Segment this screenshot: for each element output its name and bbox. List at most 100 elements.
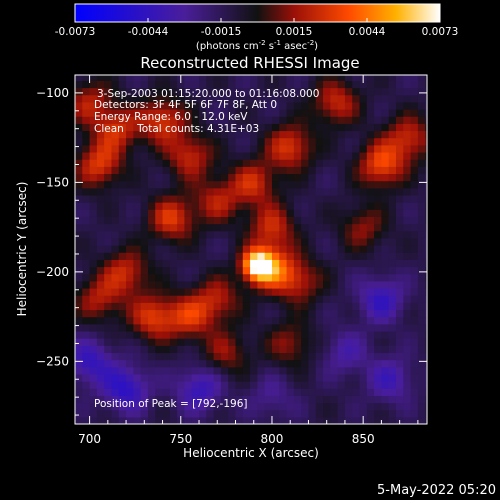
heatmap-cell [417,80,426,89]
heatmap-cell [257,230,266,239]
heatmap-cell [75,388,83,396]
plot-frame [74,74,428,425]
heatmap-cell [75,80,83,89]
heatmap-cell [308,209,317,217]
heatmap-cell [228,273,237,282]
heatmap-cell [191,101,200,110]
heatmap-cell [286,94,295,103]
heatmap-cell [374,209,383,217]
heatmap-cell [206,280,215,289]
heatmap-cell [206,388,215,396]
heatmap-cell [191,109,200,117]
heatmap-cell [308,80,317,89]
heatmap-cell [82,209,91,217]
heatmap-cell [177,180,186,189]
heatmap-cell [89,388,98,396]
heatmap-cell [257,388,266,396]
heatmap-cell [169,373,178,382]
heatmap-cell [75,273,83,282]
heatmap-cell [425,202,427,210]
heatmap-cell [111,280,120,289]
heatmap-cell [169,109,178,117]
heatmap-cell [96,187,105,196]
heatmap-cell [344,137,353,146]
heatmap-cell [250,402,258,411]
heatmap-cell [199,130,207,139]
heatmap-cell [133,366,142,375]
heatmap-cell [286,116,295,124]
heatmap-cell [140,130,149,139]
heatmap-cell [330,309,339,318]
heatmap-cell [279,144,288,153]
heatmap-cell [410,309,419,318]
heatmap-cell [264,116,273,124]
heatmap-cell [352,80,361,89]
heatmap-cell [206,80,215,89]
heatmap-cell [417,180,426,189]
heatmap-cell [344,87,353,96]
heatmap-cell [162,273,171,282]
heatmap-cell [308,273,317,282]
heatmap-cell [271,409,280,418]
heatmap-cell [82,302,91,311]
heatmap-cell [395,309,404,318]
heatmap-cell [293,94,302,103]
heatmap-cell [381,402,390,411]
heatmap-cell [388,216,397,225]
heatmap-cell [366,345,375,354]
heatmap-cell [250,395,258,404]
heatmap-cell [403,137,412,146]
heatmap-cell [403,144,412,153]
heatmap-cell [191,345,200,354]
heatmap-cell [111,366,120,375]
heatmap-cell [271,416,280,424]
heatmap-cell [410,144,419,153]
heatmap-cell [213,237,222,246]
heatmap-cell [155,116,164,124]
heatmap-cell [162,230,171,239]
heatmap-cell [220,75,229,81]
heatmap-cell [374,359,383,368]
heatmap-cell [191,230,200,239]
heatmap-cell [162,309,171,318]
heatmap-cell [323,381,331,389]
heatmap-cell [235,194,244,203]
heatmap-cell [359,116,368,124]
heatmap-cell [271,237,280,246]
heatmap-cell [162,295,171,303]
heatmap-cell [264,352,273,361]
heatmap-cell [352,366,361,375]
heatmap-cell [315,273,324,282]
heatmap-cell [147,295,156,303]
heatmap-cell [177,137,186,146]
heatmap-cell [330,159,339,167]
heatmap-cell [308,259,317,268]
heatmap-cell [82,273,91,282]
heatmap-cell [293,209,302,217]
heatmap-cell [75,116,83,124]
heatmap-cell [206,116,215,124]
heatmap-cell [388,309,397,318]
heatmap-cell [162,259,171,268]
heatmap-cell [395,209,404,217]
heatmap-cell [301,259,310,268]
heatmap-cell [344,316,353,325]
heatmap-cell [147,245,156,253]
heatmap-cell [199,216,207,225]
heatmap-cell [118,230,127,239]
heatmap-cell [344,352,353,361]
heatmap-cell [395,230,404,239]
heatmap-cell [228,173,237,182]
heatmap-cell [177,216,186,225]
heatmap-cell [308,323,317,332]
heatmap-cell [147,316,156,325]
heatmap-cell [126,202,134,210]
heatmap-cell [344,388,353,396]
heatmap-cell [206,94,215,103]
heatmap-cell [147,395,156,404]
heatmap-cell [111,302,120,311]
heatmap-cell [228,266,237,275]
heatmap-cell [344,280,353,289]
heatmap-cell [279,159,288,167]
annotation-energy: Energy Range: 6.0 - 12.0 keV [94,111,248,123]
